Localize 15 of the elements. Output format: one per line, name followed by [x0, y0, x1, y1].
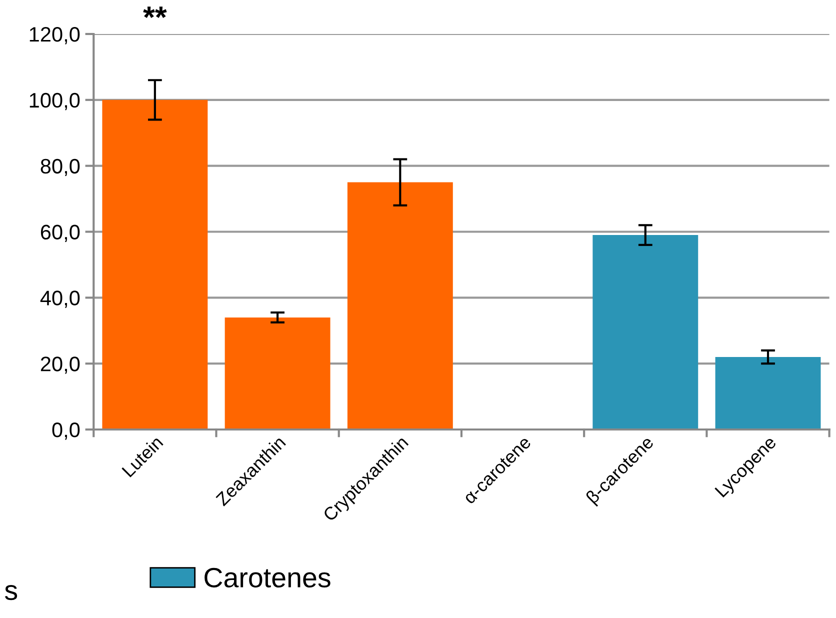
bar: [347, 182, 453, 430]
text: **: [143, 6, 167, 18]
bar: [715, 357, 821, 430]
y-tick-label: 80,0: [40, 158, 80, 176]
y-tick-label: 60,0: [40, 224, 80, 242]
legend-label: Carotenes: [204, 568, 330, 588]
bar: [102, 100, 208, 430]
y-tick-label: 120,0: [30, 26, 80, 44]
bar: [592, 235, 698, 430]
y-tick-label: 40,0: [40, 290, 80, 308]
text: s: [4, 584, 18, 600]
y-tick-label: 20,0: [40, 356, 80, 374]
y-tick-label: 0,0: [52, 422, 80, 440]
bar: [224, 317, 330, 430]
y-tick-label: 100,0: [30, 92, 80, 110]
